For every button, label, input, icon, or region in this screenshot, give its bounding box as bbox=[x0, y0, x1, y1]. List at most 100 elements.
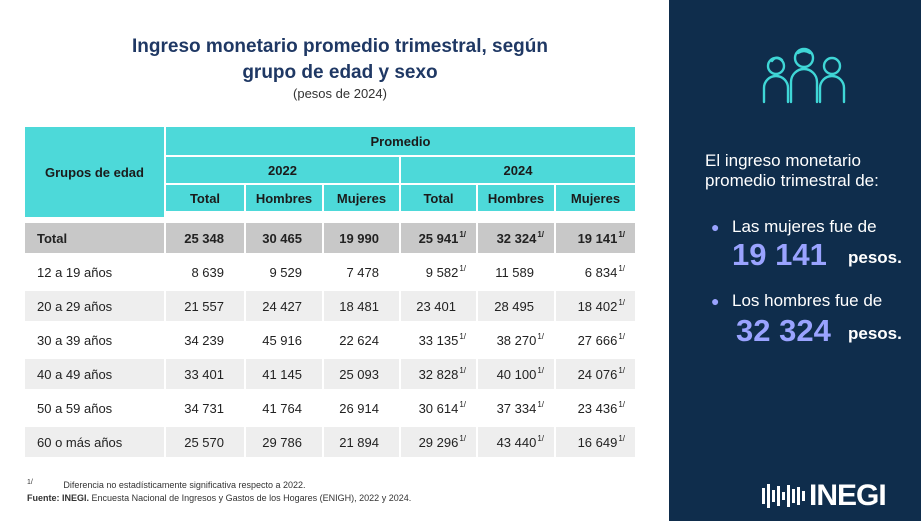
men-text: Los hombres fue de bbox=[732, 291, 883, 310]
table-cell: 18 481 bbox=[324, 291, 399, 321]
footnote-flag: 1/ bbox=[459, 365, 466, 375]
women-text: Las mujeres fue de bbox=[732, 217, 877, 236]
cell-value: 21 557 bbox=[184, 298, 224, 314]
table-cell: 27 666 1/ bbox=[556, 325, 635, 355]
table-cell: 40 100 1/ bbox=[478, 359, 554, 389]
table-cell: 7 478 bbox=[324, 257, 399, 287]
cell-value: 25 941 bbox=[418, 230, 459, 246]
cell-value: 45 916 bbox=[262, 332, 302, 348]
table-row: 12 a 19 años 8 639 9 529 7 478 9 582 1/11 589… bbox=[25, 257, 635, 291]
source-label: Fuente: bbox=[27, 493, 60, 503]
cell-value: 33 401 bbox=[184, 366, 224, 382]
table-cell: 32 828 1/ bbox=[401, 359, 476, 389]
cell-value: 33 135 bbox=[418, 332, 459, 348]
cell-value: 25 570 bbox=[184, 434, 224, 450]
total-row: Total 25 348 30 465 19 990 25 941 1/32 324 1/1… bbox=[25, 223, 635, 257]
cell-value: 18 481 bbox=[339, 298, 379, 314]
footnote-flag: 1/ bbox=[537, 331, 544, 341]
table-cell: 30 465 bbox=[246, 223, 322, 253]
row-label: 60 o más años bbox=[25, 427, 164, 457]
summary-intro-line-1: El ingreso monetario bbox=[705, 151, 861, 170]
cell-value: 28 495 bbox=[494, 298, 534, 314]
column-header: Total bbox=[166, 185, 244, 211]
table-cell: 9 529 bbox=[246, 257, 322, 287]
cell-value: 22 624 bbox=[339, 332, 379, 348]
cell-value: 40 100 bbox=[496, 366, 537, 382]
cell-value: 32 828 bbox=[418, 366, 459, 382]
table-row: 40 a 49 años 33 401 41 145 25 093 32 828 1/40… bbox=[25, 359, 635, 393]
table-cell: 41 145 bbox=[246, 359, 322, 389]
footnote-flag: 1/ bbox=[537, 365, 544, 375]
cell-value: 30 465 bbox=[262, 230, 302, 246]
table-cell: 34 239 bbox=[166, 325, 244, 355]
cell-value: 26 914 bbox=[339, 400, 379, 416]
table-cell: 19 141 1/ bbox=[556, 223, 635, 253]
table-cell: 38 270 1/ bbox=[478, 325, 554, 355]
page-title-line-1: Ingreso monetario promedio trimestral, s… bbox=[132, 36, 548, 57]
row-header: Grupos de edad bbox=[25, 127, 164, 217]
table-cell: 21 894 bbox=[324, 427, 399, 457]
table-row: 30 a 39 años 34 239 45 916 22 624 33 135 1/38… bbox=[25, 325, 635, 359]
table-cell: 19 990 bbox=[324, 223, 399, 253]
cell-value: 23 436 bbox=[577, 400, 618, 416]
footnote-flag: 1/ bbox=[459, 399, 466, 409]
column-header: Hombres bbox=[246, 185, 322, 211]
table-row: 60 o más años 25 570 29 786 21 894 29 296 1/4… bbox=[25, 427, 635, 461]
table-cell: 16 649 1/ bbox=[556, 427, 635, 457]
table-cell: 6 834 1/ bbox=[556, 257, 635, 287]
table-cell: 8 639 bbox=[166, 257, 244, 287]
cell-value: 19 141 bbox=[577, 230, 618, 246]
row-label: 50 a 59 años bbox=[37, 400, 113, 416]
table-cell: 37 334 1/ bbox=[478, 393, 554, 423]
row-label: Total bbox=[25, 223, 164, 253]
women-unit: pesos. bbox=[848, 248, 902, 267]
footnote-flag: 1/ bbox=[618, 433, 625, 443]
year-header-2024: 2024 bbox=[401, 157, 635, 183]
table-cell: 29 786 bbox=[246, 427, 322, 457]
row-label: 40 a 49 años bbox=[25, 359, 164, 389]
cell-value: 16 649 bbox=[577, 434, 618, 450]
people-group-icon bbox=[762, 47, 846, 104]
table-cell: 23 401 bbox=[401, 291, 476, 321]
cell-value: 6 834 bbox=[584, 264, 618, 280]
table-cell: 25 093 bbox=[324, 359, 399, 389]
cell-value: 29 296 bbox=[418, 434, 459, 450]
cell-value: 41 145 bbox=[262, 366, 302, 382]
column-header: Mujeres bbox=[556, 185, 635, 211]
footnote-flag: 1/ bbox=[537, 433, 544, 443]
footnote-flag: 1/ bbox=[618, 399, 625, 409]
cell-value: 9 582 bbox=[425, 264, 459, 280]
page-subtitle: (pesos de 2024) bbox=[293, 86, 387, 101]
cell-value: 38 270 bbox=[496, 332, 537, 348]
cell-value: 25 093 bbox=[339, 366, 379, 382]
source-org: INEGI. bbox=[62, 493, 90, 503]
source-text: Encuesta Nacional de Ingresos y Gastos d… bbox=[91, 493, 412, 503]
footnote-flag: 1/ bbox=[537, 229, 544, 239]
bullet-dot: ● bbox=[711, 293, 720, 309]
table-cell: 33 135 1/ bbox=[401, 325, 476, 355]
row-label: 30 a 39 años bbox=[37, 332, 113, 348]
footnote-flag: 1/ bbox=[459, 263, 466, 273]
column-header: Mujeres bbox=[324, 185, 399, 211]
table-cell: 25 941 1/ bbox=[401, 223, 476, 253]
row-label: 20 a 29 años bbox=[25, 291, 164, 321]
table-cell: 24 427 bbox=[246, 291, 322, 321]
cell-value: 34 731 bbox=[184, 400, 224, 416]
table-cell: 22 624 bbox=[324, 325, 399, 355]
cell-value: 27 666 bbox=[577, 332, 618, 348]
table-row: 50 a 59 años 34 731 41 764 26 914 30 614 1/37… bbox=[25, 393, 635, 427]
table-cell: 26 914 bbox=[324, 393, 399, 423]
column-header: Hombres bbox=[478, 185, 554, 211]
table-cell: 32 324 1/ bbox=[478, 223, 554, 253]
summary-intro-line-2: promedio trimestral de: bbox=[705, 171, 879, 190]
table-header: Grupos de edad Promedio 2022 2024 Total Hombr… bbox=[25, 127, 635, 219]
title-block: Ingreso monetario promedio trimestral, s… bbox=[40, 34, 640, 102]
footnote-flag: 1/ bbox=[459, 433, 466, 443]
table-cell: 23 436 1/ bbox=[556, 393, 635, 423]
cell-value: 34 239 bbox=[184, 332, 224, 348]
cell-value: 24 076 bbox=[577, 366, 618, 382]
cell-value: 8 639 bbox=[191, 264, 224, 280]
cell-value: 43 440 bbox=[496, 434, 537, 450]
footnote-flag: 1/ bbox=[459, 229, 466, 239]
table-cell: 45 916 bbox=[246, 325, 322, 355]
